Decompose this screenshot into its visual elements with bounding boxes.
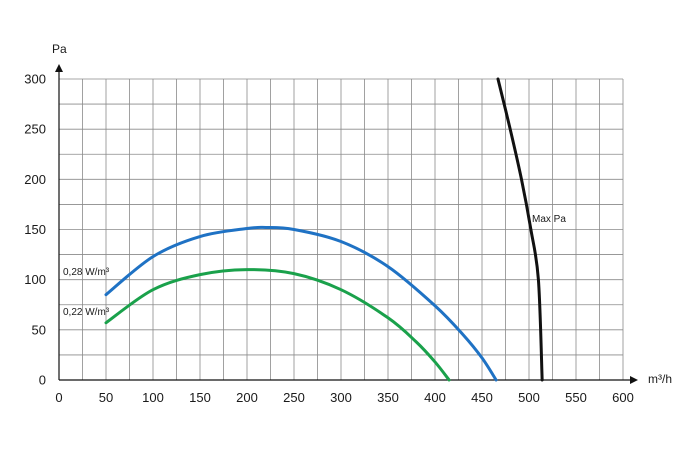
x-tick-label: 550 [565, 390, 587, 405]
x-tick-label: 100 [142, 390, 164, 405]
grid [58, 78, 624, 381]
x-tick-label: 500 [518, 390, 540, 405]
series-label-0-28: 0,28 W/m³ [63, 267, 110, 278]
series-label-max-pa: Max Pa [532, 214, 566, 225]
x-tick-label: 50 [99, 390, 113, 405]
x-axis-label: m³/h [648, 372, 672, 386]
y-tick-label: 100 [24, 272, 46, 287]
series-line-max-pa [496, 77, 544, 382]
x-tick-label: 600 [612, 390, 634, 405]
y-axis-arrow [55, 64, 63, 72]
x-tick-label: 0 [55, 390, 62, 405]
x-tick-label: 250 [283, 390, 305, 405]
axes [55, 64, 638, 384]
x-tick-label: 200 [236, 390, 258, 405]
x-tick-label: 450 [471, 390, 493, 405]
x-tick-label: 150 [189, 390, 211, 405]
y-tick-label: 0 [39, 373, 46, 388]
x-tick-label: 300 [330, 390, 352, 405]
tick-labels: 0 50 100 150 200 250 300 350 400 450 500 550 600 0 50 1… [24, 72, 634, 406]
x-axis-arrow [630, 376, 638, 384]
y-tick-label: 200 [24, 172, 46, 187]
series-label-0-22: 0,22 W/m³ [63, 307, 110, 318]
y-tick-label: 300 [24, 72, 46, 87]
series-line-0-28 [104, 225, 498, 382]
x-tick-label: 400 [424, 390, 446, 405]
series-line-0-22 [104, 268, 451, 382]
series-lines [104, 77, 544, 382]
y-tick-label: 150 [24, 222, 46, 237]
x-tick-label: 350 [377, 390, 399, 405]
y-axis-label: Pa [52, 42, 67, 56]
y-tick-label: 250 [24, 122, 46, 137]
y-tick-label: 50 [32, 322, 46, 337]
